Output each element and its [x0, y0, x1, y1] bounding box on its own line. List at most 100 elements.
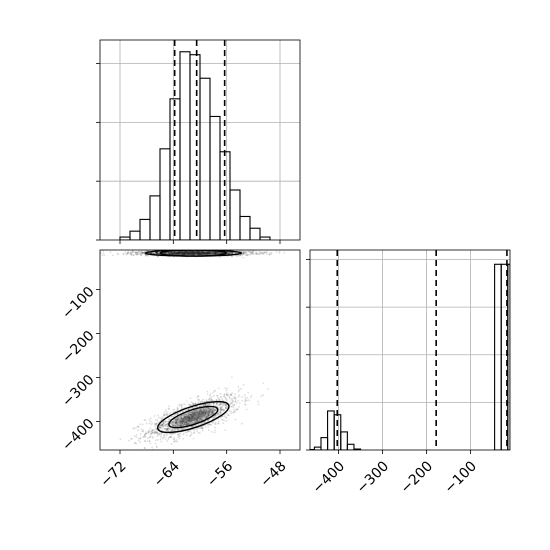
scatter-point [181, 420, 184, 422]
scatter-point [193, 252, 195, 255]
scatter-point [191, 253, 194, 256]
scatter-point [153, 252, 155, 255]
scatter-point [216, 251, 219, 254]
scatter-point [251, 252, 254, 254]
scatter-point [203, 409, 206, 412]
scatter-point [178, 423, 181, 426]
scatter-point [195, 413, 198, 415]
scatter-point [231, 404, 234, 406]
scatter-point [244, 251, 247, 254]
scatter-point [227, 251, 230, 254]
scatter-point [174, 424, 177, 427]
scatter-point [174, 424, 177, 427]
scatter-point [175, 418, 178, 420]
scatter-point [156, 419, 159, 421]
scatter-point [190, 252, 193, 255]
scatter-point [181, 253, 184, 255]
scatter-point [206, 413, 209, 416]
scatter-point [198, 250, 201, 253]
scatter-point [178, 251, 181, 254]
scatter-point [257, 403, 260, 406]
scatter-point [216, 252, 218, 255]
scatter-point [227, 414, 230, 417]
scatter-point [208, 252, 210, 255]
scatter-point [202, 252, 205, 255]
scatter-point [162, 413, 165, 416]
scatter-point [171, 415, 174, 418]
scatter-point [210, 413, 213, 416]
scatter-point [176, 434, 179, 437]
scatter-point [159, 433, 161, 435]
scatter-point [248, 399, 250, 402]
scatter-point [179, 251, 182, 254]
scatter-point [189, 253, 192, 255]
scatter-point [137, 429, 139, 432]
scatter-point [170, 251, 173, 253]
scatter-point [170, 443, 173, 445]
scatter-point [205, 404, 207, 407]
scatter-point [122, 253, 125, 256]
scatter-point [186, 422, 189, 425]
scatter-point [204, 420, 207, 423]
scatter-point [131, 438, 133, 440]
scatter-point [213, 415, 216, 418]
scatter-point [131, 253, 133, 256]
scatter-point [198, 427, 201, 430]
scatter-point [186, 253, 189, 255]
scatter-point [186, 416, 189, 419]
scatter-point [260, 252, 263, 255]
scatter-point [204, 403, 207, 406]
scatter-point [205, 415, 208, 418]
scatter-point [189, 431, 192, 433]
scatter-point [244, 396, 247, 399]
scatter-point [171, 252, 174, 255]
scatter-point [188, 418, 191, 420]
scatter-point [196, 410, 199, 413]
scatter-point [148, 418, 151, 421]
scatter-point [199, 418, 201, 421]
scatter-point [185, 421, 187, 424]
scatter-point [191, 250, 194, 253]
scatter-point [141, 430, 144, 433]
scatter-point [144, 433, 146, 436]
scatter-point [198, 415, 201, 418]
scatter-point [186, 250, 189, 253]
scatter-point [186, 252, 189, 255]
scatter-point [178, 252, 181, 255]
scatter-point [193, 425, 196, 427]
scatter-point [186, 427, 189, 430]
scatter-point [215, 404, 218, 406]
scatter-point [199, 250, 202, 253]
scatter-point [208, 411, 211, 414]
scatter-point [183, 253, 186, 256]
scatter-point [180, 417, 183, 420]
scatter-point [217, 422, 220, 425]
scatter-point [202, 408, 205, 411]
scatter-point [197, 253, 200, 255]
scatter-point [197, 398, 199, 401]
scatter-point [231, 399, 234, 402]
scatter-point [178, 428, 181, 430]
scatter-point [164, 414, 167, 416]
scatter-point [208, 413, 210, 416]
scatter-point [223, 402, 226, 405]
scatter-point [209, 251, 212, 254]
scatter-point [150, 430, 152, 433]
scatter-point [207, 412, 210, 415]
scatter-point [197, 415, 200, 418]
scatter-point [181, 418, 184, 421]
scatter-point [219, 406, 222, 409]
scatter-point [191, 412, 194, 415]
scatter-point [189, 252, 192, 255]
scatter-point [177, 251, 179, 254]
scatter-point [185, 422, 188, 425]
scatter-point [184, 253, 186, 256]
scatter-point [190, 252, 193, 255]
scatter-point [180, 251, 183, 254]
scatter-point [214, 423, 216, 425]
scatter-point [198, 412, 201, 415]
scatter-point [194, 409, 196, 412]
scatter-point [217, 420, 220, 423]
scatter-point [178, 420, 181, 423]
scatter-point [187, 417, 190, 420]
